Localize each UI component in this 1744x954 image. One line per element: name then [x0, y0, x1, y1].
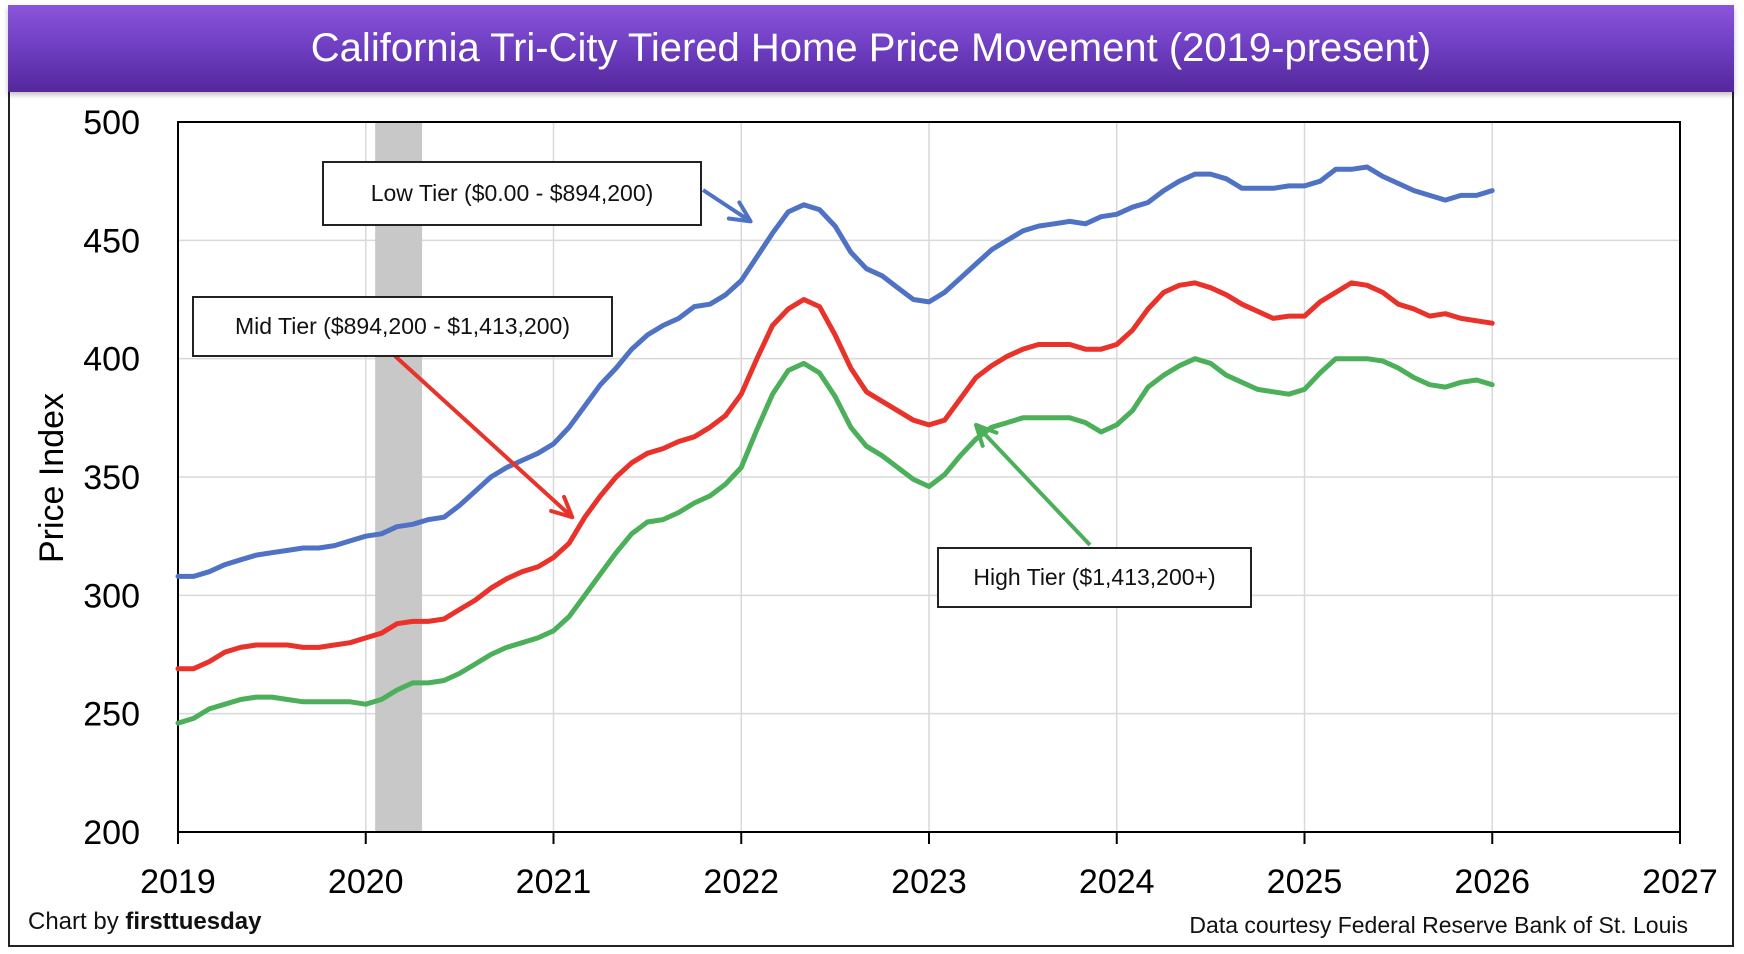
chart-credit: Chart by firsttuesday — [28, 908, 261, 936]
y-tick-label: 250 — [83, 696, 140, 734]
x-tick-label: 2020 — [328, 863, 404, 901]
series-lines — [175, 164, 1495, 726]
credit-brand: firsttuesday — [125, 908, 262, 935]
high-tier-arrow-head — [973, 422, 999, 448]
x-tick-labels: 2019 2020 2021 2022 2023 2024 2025 2026 2027 — [140, 863, 1718, 901]
y-tick-label: 400 — [83, 341, 140, 379]
y-tick-labels: 200 250 300 350 400 450 500 — [83, 104, 140, 852]
y-axis-label: Price Index — [33, 393, 71, 563]
low-tier-arrow-head — [726, 200, 753, 224]
x-tick-label: 2021 — [516, 863, 592, 901]
high-tier-arrow — [974, 423, 1092, 547]
annotation-mid-tier: Mid Tier ($894,200 - $1,413,200) — [192, 296, 613, 357]
x-tick-label: 2019 — [140, 863, 216, 901]
low-tier-line — [175, 164, 1495, 579]
chart-frame — [8, 5, 1734, 947]
grid-lines — [178, 122, 1680, 832]
credit-prefix: Chart by — [28, 908, 126, 935]
recession-band — [375, 122, 423, 832]
x-tick-label: 2023 — [891, 863, 967, 901]
axes — [177, 121, 1681, 844]
x-tick-label: 2027 — [1642, 863, 1718, 901]
mid-tier-arrow-head — [549, 494, 575, 520]
y-tick-label: 450 — [83, 222, 140, 260]
mid-tier-line — [175, 280, 1495, 672]
annotation-high-tier: High Tier ($1,413,200+) — [937, 547, 1252, 608]
y-tick-label: 200 — [83, 814, 140, 852]
low-tier-arrow — [701, 188, 752, 224]
mid-tier-arrow — [393, 354, 574, 519]
chart-title: California Tri-City Tiered Home Price Mo… — [8, 5, 1734, 92]
y-tick-label: 300 — [83, 577, 140, 615]
annotation-arrows — [393, 188, 1092, 547]
x-tick-label: 2026 — [1454, 863, 1530, 901]
y-tick-label: 350 — [83, 459, 140, 497]
x-tick-label: 2025 — [1267, 863, 1343, 901]
x-tick-label: 2022 — [703, 863, 779, 901]
x-tick-label: 2024 — [1079, 863, 1155, 901]
data-source: Data courtesy Federal Reserve Bank of St… — [1189, 912, 1688, 938]
annotation-low-tier: Low Tier ($0.00 - $894,200) — [322, 161, 702, 226]
y-tick-label: 500 — [83, 104, 140, 142]
high-tier-line — [175, 356, 1495, 726]
